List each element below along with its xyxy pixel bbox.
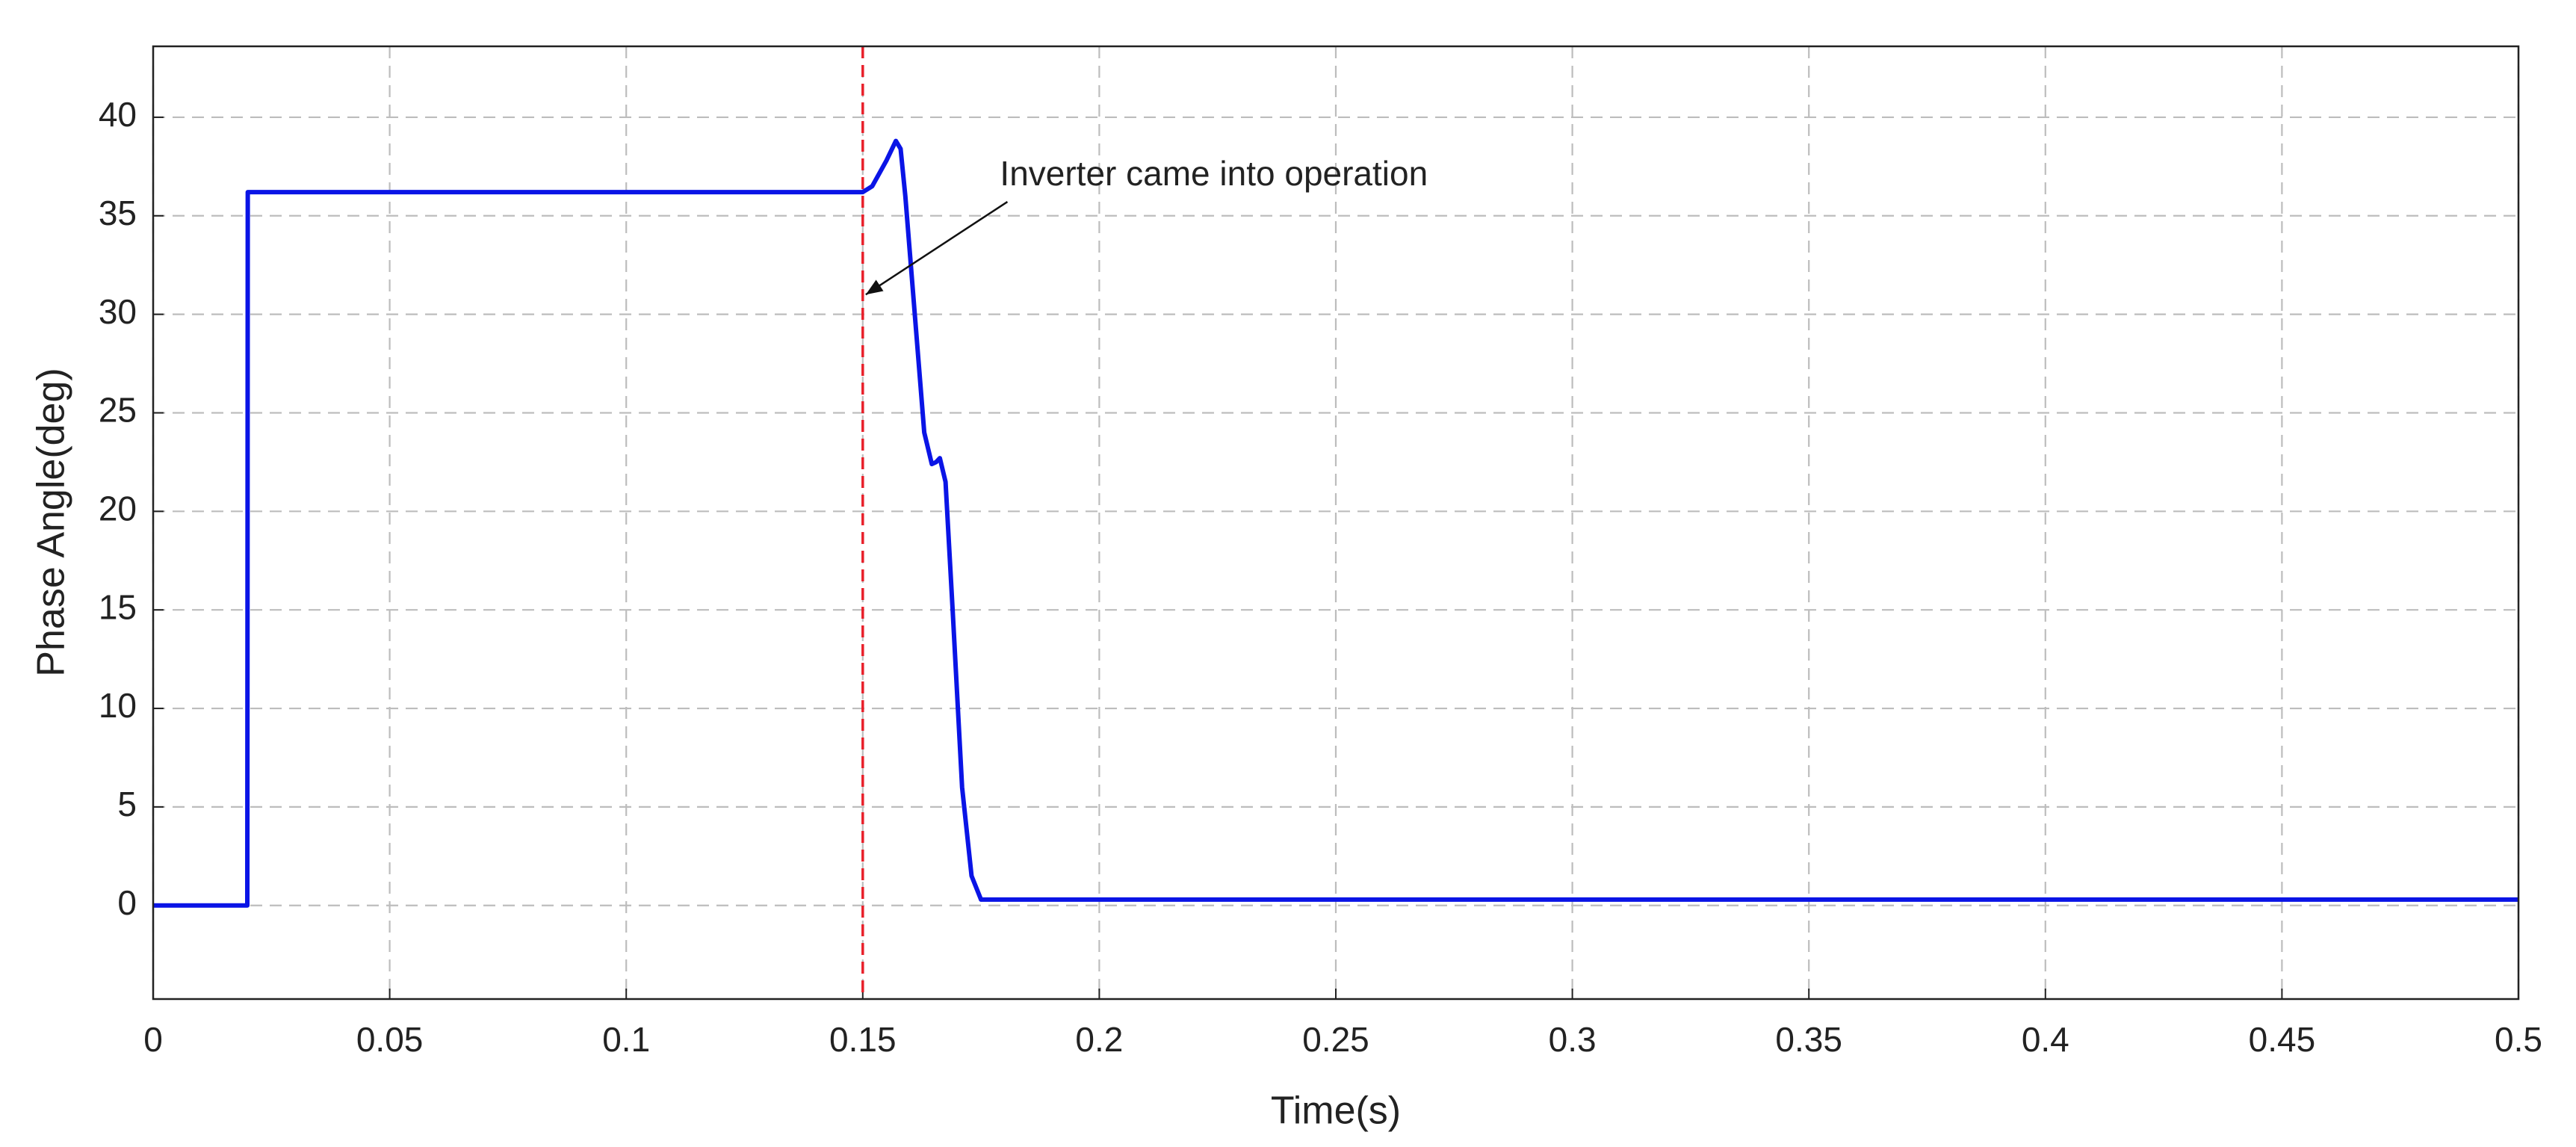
x-tick-label: 0.5 bbox=[2495, 1020, 2542, 1059]
y-tick-label: 10 bbox=[99, 686, 137, 725]
annotation: Inverter came into operation bbox=[1000, 154, 1428, 193]
x-axis-label: Time(s) bbox=[1271, 1089, 1401, 1133]
x-tick-label: 0.35 bbox=[1775, 1020, 1842, 1059]
y-tick-label: 5 bbox=[117, 785, 137, 823]
x-tick-label: 0.2 bbox=[1075, 1020, 1123, 1059]
data-line bbox=[153, 138, 2518, 908]
x-tick-label: 0.3 bbox=[1549, 1020, 1597, 1059]
y-tick-label: 0 bbox=[117, 883, 137, 922]
x-tick-label: 0.1 bbox=[602, 1020, 650, 1059]
x-tick-label: 0.25 bbox=[1302, 1020, 1369, 1059]
y-tick-label: 15 bbox=[99, 587, 137, 626]
y-tick-label: 20 bbox=[99, 489, 137, 528]
y-tick-label: 25 bbox=[99, 391, 137, 430]
x-tick-label: 0.45 bbox=[2249, 1020, 2316, 1059]
y-tick-label: 40 bbox=[99, 95, 137, 134]
y-tick-label: 30 bbox=[99, 292, 137, 331]
x-tick-label: 0.15 bbox=[829, 1020, 897, 1059]
x-tick-label: 0.05 bbox=[356, 1020, 424, 1059]
x-tick-label: 0.4 bbox=[2022, 1020, 2069, 1059]
annotation-arrow bbox=[865, 200, 1009, 296]
y-axis-label: Phase Angle(deg) bbox=[30, 368, 73, 676]
y-tick-label: 35 bbox=[99, 194, 137, 232]
x-tick-label: 0 bbox=[143, 1020, 163, 1059]
plot-frame bbox=[152, 45, 2520, 1001]
